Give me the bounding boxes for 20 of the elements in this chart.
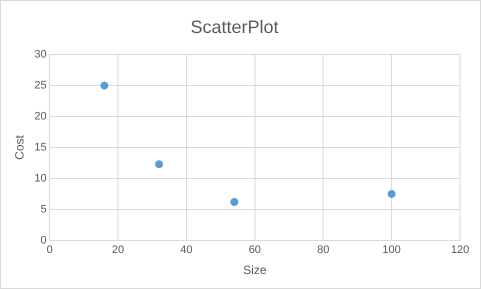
y-tick-label: 0: [40, 234, 47, 246]
x-tick-label: 60: [248, 244, 261, 256]
y-tick-label: 30: [34, 48, 47, 61]
x-tick-label: 100: [382, 244, 401, 256]
x-tick-label: 80: [317, 244, 330, 256]
y-tick-label: 25: [34, 80, 47, 92]
y-tick-label: 15: [34, 142, 47, 154]
point: [388, 190, 396, 198]
x-tick-label: 40: [180, 244, 193, 256]
y-tick-label: 10: [34, 172, 47, 184]
x-axis-title: Size: [243, 263, 267, 278]
y-axis-title: Cost: [12, 134, 27, 160]
x-tick-label: 120: [450, 244, 470, 256]
point: [230, 198, 238, 206]
x-tick-label: 20: [112, 244, 124, 256]
y-tick-label: 5: [40, 203, 47, 216]
point: [155, 160, 164, 168]
y-tick-label: 20: [34, 110, 47, 123]
point: [100, 82, 108, 90]
chart-title: ScatterPlot: [190, 16, 279, 37]
